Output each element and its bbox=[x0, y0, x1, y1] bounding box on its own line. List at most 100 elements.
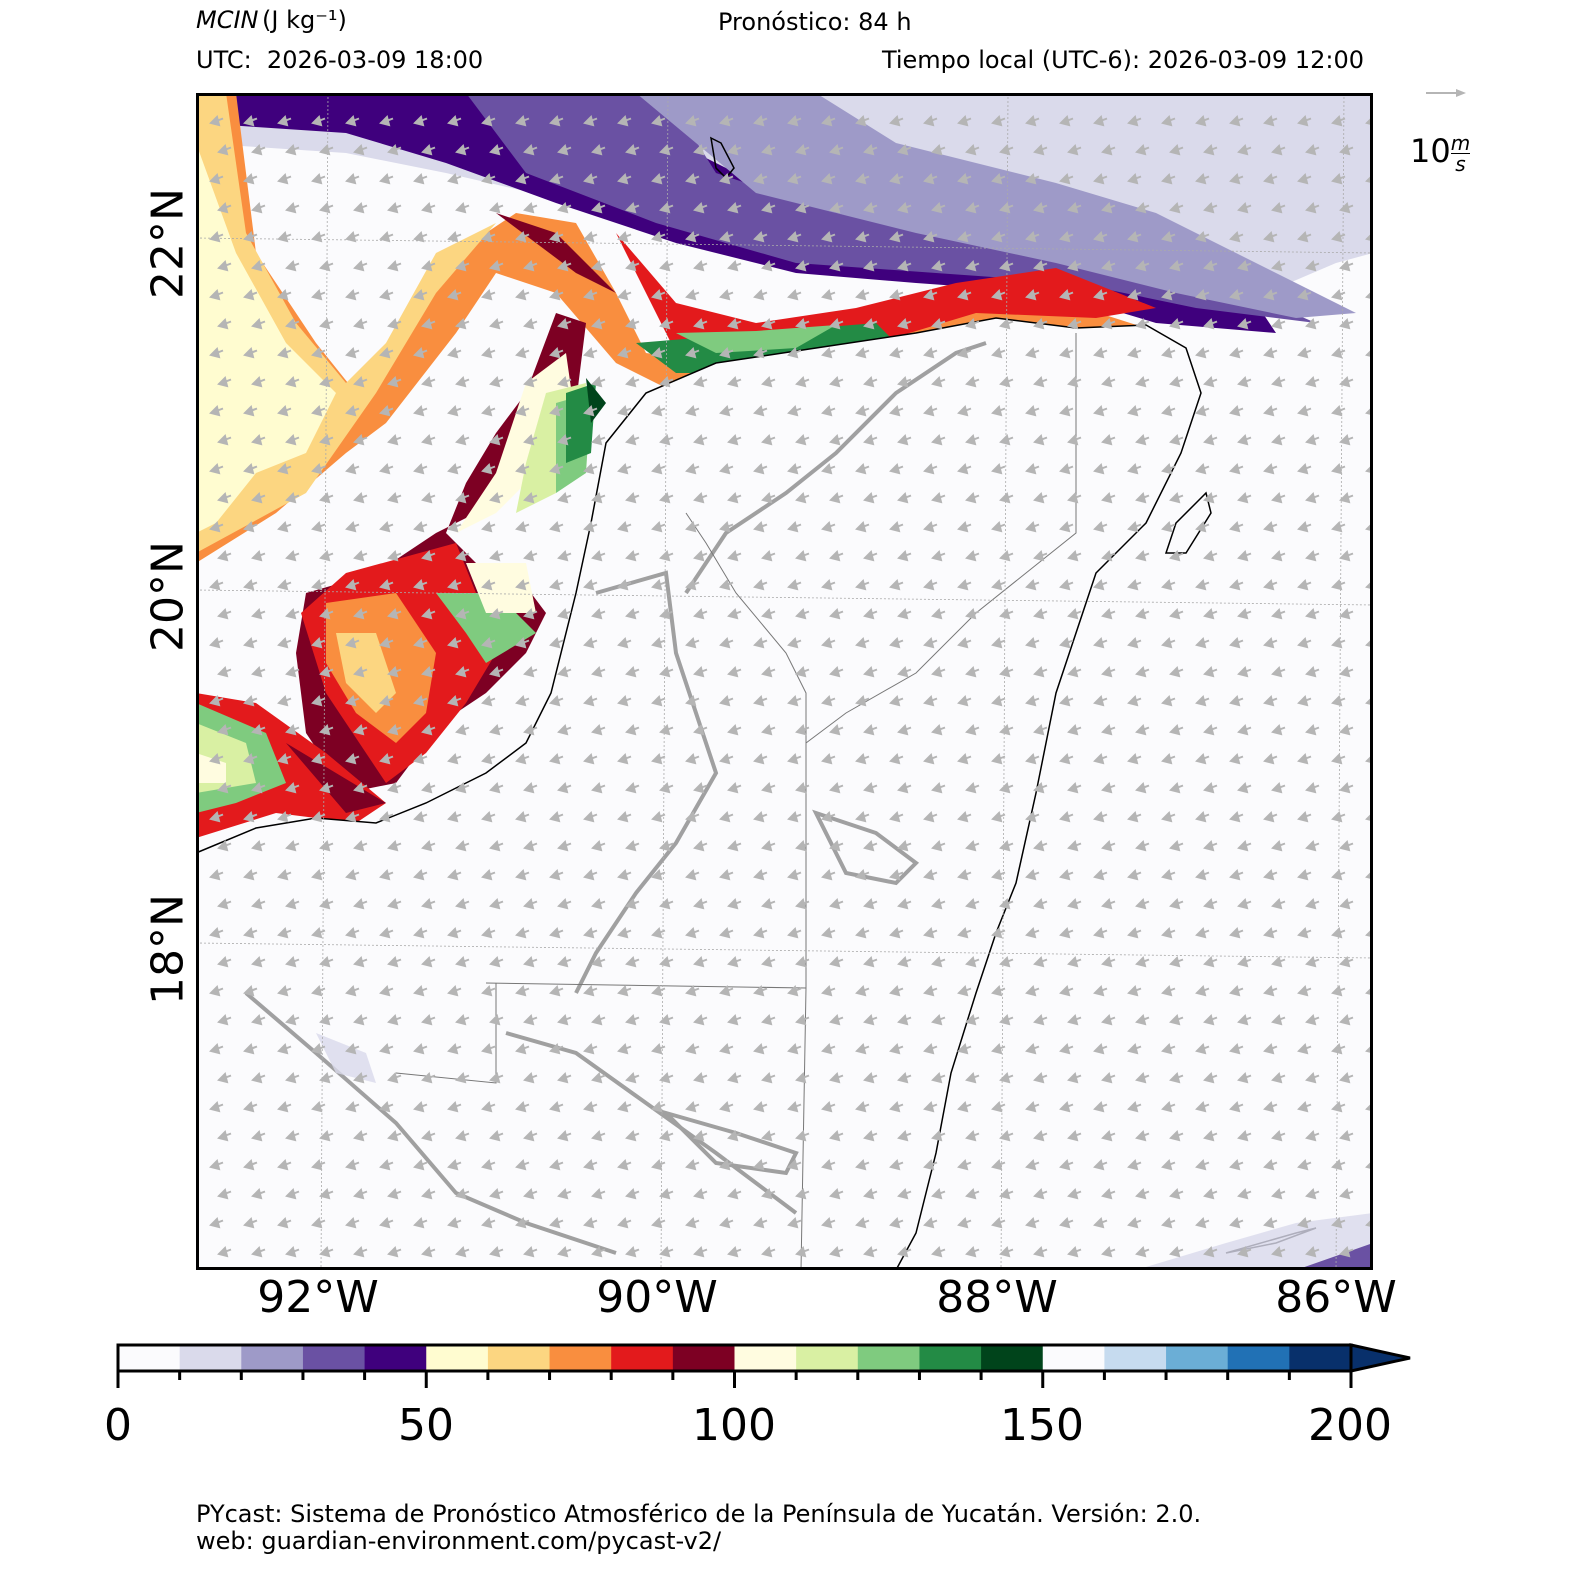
wind-arrow-head bbox=[387, 1246, 399, 1258]
wind-arrow-head bbox=[855, 753, 867, 765]
wind-arrow-head bbox=[549, 811, 561, 823]
wind-arrow-head bbox=[1305, 1246, 1317, 1258]
wind-arrow-head bbox=[651, 521, 663, 533]
wind-arrow-head bbox=[753, 173, 765, 185]
wind-arrow-head bbox=[1305, 1130, 1317, 1142]
wind-arrow-head bbox=[243, 985, 255, 997]
wind-arrow-head bbox=[753, 927, 765, 939]
wind-arrow-head bbox=[455, 898, 467, 910]
wind-arrow-head bbox=[345, 115, 357, 127]
wind-arrow-head bbox=[821, 1101, 833, 1113]
wind-arrow-head bbox=[659, 1130, 671, 1142]
wind-arrow-head bbox=[1339, 1246, 1351, 1258]
wind-arrow-head bbox=[897, 1188, 909, 1200]
wind-arrow-head bbox=[319, 724, 331, 736]
wind-arrow-head bbox=[379, 231, 391, 243]
wind-arrow-head bbox=[1135, 1014, 1147, 1026]
local-time: Tiempo local (UTC-6): 2026-03-09 12:00 bbox=[881, 46, 1364, 74]
wind-arrow-head bbox=[1033, 782, 1045, 794]
wind-arrow-head bbox=[1161, 463, 1173, 475]
wind-arrow-head bbox=[277, 695, 289, 707]
wind-arrow-head bbox=[1195, 231, 1207, 243]
wind-arrow-head bbox=[1229, 405, 1241, 417]
wind-arrow-head bbox=[761, 376, 773, 388]
wind-arrow-head bbox=[387, 840, 399, 852]
wind-arrow-head bbox=[319, 1246, 331, 1258]
wind-arrow-head bbox=[251, 202, 263, 214]
wind-arrow-head bbox=[1229, 811, 1241, 823]
wind-arrow-head bbox=[1203, 666, 1215, 678]
wind-arrow-head bbox=[1203, 202, 1215, 214]
wind-arrow-head bbox=[1101, 1130, 1113, 1142]
wind-arrow-head bbox=[1195, 521, 1207, 533]
wind-arrow-head bbox=[1025, 985, 1037, 997]
wind-arrow-head bbox=[1059, 927, 1071, 939]
wind-arrow-head bbox=[693, 202, 705, 214]
wind-arrow-head bbox=[855, 231, 867, 243]
wind-arrow-head bbox=[319, 376, 331, 388]
wind-arrow-head bbox=[829, 318, 841, 330]
wind-arrow-head bbox=[209, 869, 221, 881]
wind-arrow-head bbox=[1263, 695, 1275, 707]
wind-arrow-head bbox=[787, 1217, 799, 1229]
wind-arrow-head bbox=[345, 405, 357, 417]
wind-arrow-head bbox=[515, 927, 527, 939]
wind-arrow-head bbox=[1297, 985, 1309, 997]
wind-arrow-head bbox=[1169, 898, 1181, 910]
wind-arrow-head bbox=[1195, 115, 1207, 127]
wind-arrow-head bbox=[311, 463, 323, 475]
wind-arrow-head bbox=[1203, 1188, 1215, 1200]
wind-arrow-head bbox=[1263, 231, 1275, 243]
wind-arrow-head bbox=[1331, 115, 1343, 127]
wind-arrow-head bbox=[319, 1188, 331, 1200]
wind-arrow-head bbox=[761, 782, 773, 794]
wind-arrow-head bbox=[557, 1246, 569, 1258]
wind-arrow-head bbox=[311, 811, 323, 823]
wind-arrow-head bbox=[727, 1130, 739, 1142]
wind-arrow-head bbox=[625, 1014, 637, 1026]
wind-arrow-head bbox=[413, 985, 425, 997]
wind-arrow-head bbox=[447, 1159, 459, 1171]
wind-arrow-head bbox=[421, 898, 433, 910]
wind-arrow-head bbox=[957, 811, 969, 823]
wind-arrow-head bbox=[1093, 521, 1105, 533]
wind-arrow-head bbox=[1127, 637, 1139, 649]
wind-arrow-head bbox=[685, 115, 697, 127]
wind-arrow-head bbox=[413, 637, 425, 649]
wind-arrow-head bbox=[285, 550, 297, 562]
wind-arrow-head bbox=[319, 840, 331, 852]
wind-arrow-head bbox=[1067, 492, 1079, 504]
wind-arrow-head bbox=[1067, 840, 1079, 852]
wind-arrow-head bbox=[353, 898, 365, 910]
wind-arrow-head bbox=[651, 637, 663, 649]
wind-arrow-head bbox=[217, 202, 229, 214]
wind-arrow-head bbox=[379, 753, 391, 765]
wind-arrow-head bbox=[277, 637, 289, 649]
wind-arrow-head bbox=[787, 173, 799, 185]
wind-arrow-head bbox=[481, 1101, 493, 1113]
wind-arrow-head bbox=[311, 1043, 323, 1055]
wind-arrow-head bbox=[557, 1014, 569, 1026]
wind-arrow-head bbox=[1271, 1014, 1283, 1026]
wind-arrow-head bbox=[1059, 115, 1071, 127]
wind-arrow-head bbox=[557, 724, 569, 736]
wind-arrow-head bbox=[345, 463, 357, 475]
wind-arrow-head bbox=[1093, 347, 1105, 359]
wind-arrow-head bbox=[625, 724, 637, 736]
wind-arrow-head bbox=[277, 173, 289, 185]
wind-arrow-head bbox=[1101, 1246, 1113, 1258]
wind-key-unit-num: m bbox=[1450, 130, 1471, 155]
wind-arrow-head bbox=[523, 1014, 535, 1026]
wind-arrow-head bbox=[787, 231, 799, 243]
wind-arrow-head bbox=[1331, 231, 1343, 243]
wind-arrow-head bbox=[855, 347, 867, 359]
wind-arrow-head bbox=[379, 695, 391, 707]
wind-arrow-head bbox=[1059, 1217, 1071, 1229]
wind-key-label: 10 m s bbox=[1410, 130, 1471, 174]
wind-arrow-head bbox=[1339, 956, 1351, 968]
wind-arrow-head bbox=[345, 985, 357, 997]
wind-arrow-head bbox=[693, 782, 705, 794]
wind-arrow-head bbox=[251, 782, 263, 794]
wind-arrow-head bbox=[515, 1159, 527, 1171]
wind-arrow-head bbox=[243, 1101, 255, 1113]
